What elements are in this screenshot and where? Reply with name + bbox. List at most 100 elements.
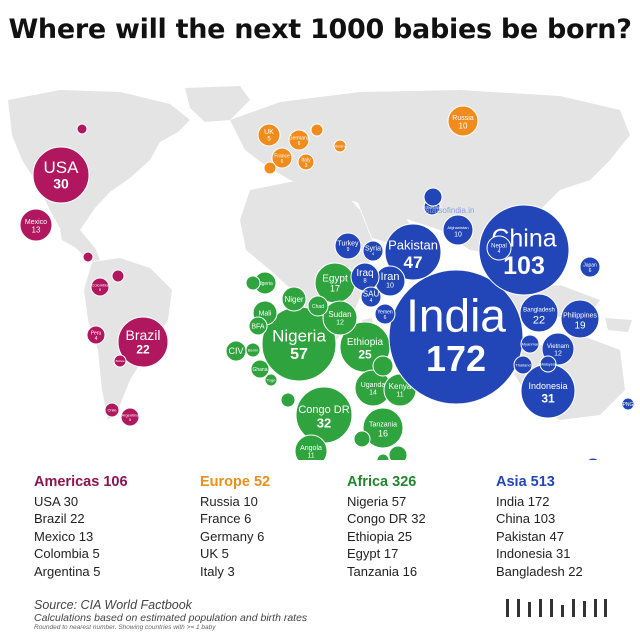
legend-row: Ethiopia 25 <box>347 528 413 544</box>
bubble-benin: Benin <box>245 342 261 358</box>
bubble-label: Argentina <box>121 412 139 417</box>
legend-asia: Asia 513 India 172 China 103 Pakistan 47… <box>496 474 640 580</box>
bubble-value: 5 <box>267 137 271 143</box>
bubble-circle <box>586 457 600 460</box>
bubble-circle <box>86 325 106 345</box>
bubble-label: Kenya <box>389 382 412 391</box>
bubble-label: Peru <box>91 330 102 336</box>
legend-row: UK 5 <box>200 546 229 561</box>
legend-row: Egypt 17 <box>347 546 399 561</box>
page-title: Where will the next 1000 babies be born? <box>8 14 632 45</box>
bubble-label: Turkey <box>337 240 359 247</box>
bubble-label: Ethiopia <box>347 337 384 348</box>
legend-europe: Europe 52 Russia 10 France 6 Germany 6 U… <box>200 474 350 580</box>
bubble-morocco <box>245 275 261 291</box>
bubble-malaysia: Malaysia <box>539 355 557 373</box>
legend-row: China 103 <box>496 511 556 526</box>
bubble-value: 8 <box>363 279 367 285</box>
bubble-label: Indonesia <box>528 381 567 391</box>
legend-row: India 172 <box>496 493 550 509</box>
bubble-circle <box>104 402 120 418</box>
bubble-circle <box>376 453 390 460</box>
bubble-label: Russia <box>452 115 474 122</box>
bubble-label: Congo DR <box>298 404 349 416</box>
legend-africa: Africa 326 Nigeria 57 Congo DR 32 Ethiop… <box>347 474 497 580</box>
legend-row: France 6 <box>200 511 252 526</box>
bubble-circle <box>333 139 347 153</box>
bubble-circle <box>372 355 394 377</box>
legend-row: USA 30 <box>34 493 79 509</box>
legend-row: Italy 3 <box>200 563 235 579</box>
bubble-value: 11 <box>307 453 314 460</box>
bubble-circle <box>539 355 557 373</box>
legend-row: Congo DR 32 <box>347 511 426 526</box>
bubble-value: 10 <box>386 283 394 290</box>
bubble-value: 32 <box>317 415 331 430</box>
bubble-value: 4 <box>498 249 501 255</box>
bubble-value: 57 <box>290 346 308 363</box>
bubble-label: Iraq <box>356 268 373 279</box>
bubble-value: 25 <box>358 347 372 361</box>
bubble-value: 5 <box>99 287 102 292</box>
bubble-label: Algeria <box>257 281 273 287</box>
bubble-circle <box>334 232 362 260</box>
bubble-circle <box>117 316 169 368</box>
bubble-kazakhstan <box>423 187 443 207</box>
bubble-thailand: Thailand <box>513 355 533 375</box>
bubble-value: 9 <box>347 247 350 253</box>
bubble-circle <box>478 204 570 296</box>
bubble-uk: UK5 <box>257 123 281 147</box>
legend-asia-heading: Asia 513 <box>496 474 555 490</box>
bubble-value: 14 <box>369 390 377 397</box>
bubble-circle <box>19 208 53 242</box>
bubble-label: Togo <box>267 377 276 382</box>
bars-logo-icon <box>506 599 607 617</box>
legend-row: Colombia 5 <box>34 546 100 561</box>
source-note: Source: CIA World Factbook Calculations … <box>34 598 307 631</box>
bubble-label: Ghana <box>252 367 267 373</box>
bubble-label: Nigeria <box>272 327 326 346</box>
bubble-value: 10 <box>454 232 462 239</box>
legend-africa-heading: Africa 326 <box>347 474 417 490</box>
bubble-value: 16 <box>378 429 388 439</box>
world-bubble-map: USA30Mexico13Brazil22Colombia5Peru4Argen… <box>8 86 635 460</box>
bubble-civ: CIV <box>225 340 247 362</box>
bubble-label: Mali <box>259 310 272 317</box>
source-method-line: Calculations based on estimated populati… <box>34 612 308 624</box>
bubble-circle <box>297 153 315 171</box>
bubble-value: 19 <box>574 321 586 332</box>
bubble-value: 13 <box>32 226 41 235</box>
bubble-label: Colombia <box>92 282 110 287</box>
bubble-value: 6 <box>281 159 284 165</box>
bubble-value: 22 <box>136 342 150 356</box>
bubble-circle <box>388 445 408 460</box>
bubble-value: 4 <box>372 251 375 256</box>
bubble-value: 6 <box>298 141 301 147</box>
bubble-label: Japan <box>583 262 597 268</box>
bubble-label: Nepal <box>491 243 507 249</box>
bubble-label: Syria <box>365 245 381 252</box>
bubble-circle <box>76 123 88 135</box>
country-bubbles: USA30Mexico13Brazil22Colombia5Peru4Argen… <box>19 105 635 460</box>
bubble-label: Chad <box>312 304 324 310</box>
bubble-togo: Togo <box>264 373 278 387</box>
bubble-value: 5 <box>129 417 132 422</box>
bubble-label: Bangladesh <box>523 307 555 313</box>
bubble-value: 6 <box>589 268 592 274</box>
bubble-circle <box>280 392 296 408</box>
bubble-malawi <box>376 453 390 460</box>
bubble-label: Angola <box>300 445 322 452</box>
